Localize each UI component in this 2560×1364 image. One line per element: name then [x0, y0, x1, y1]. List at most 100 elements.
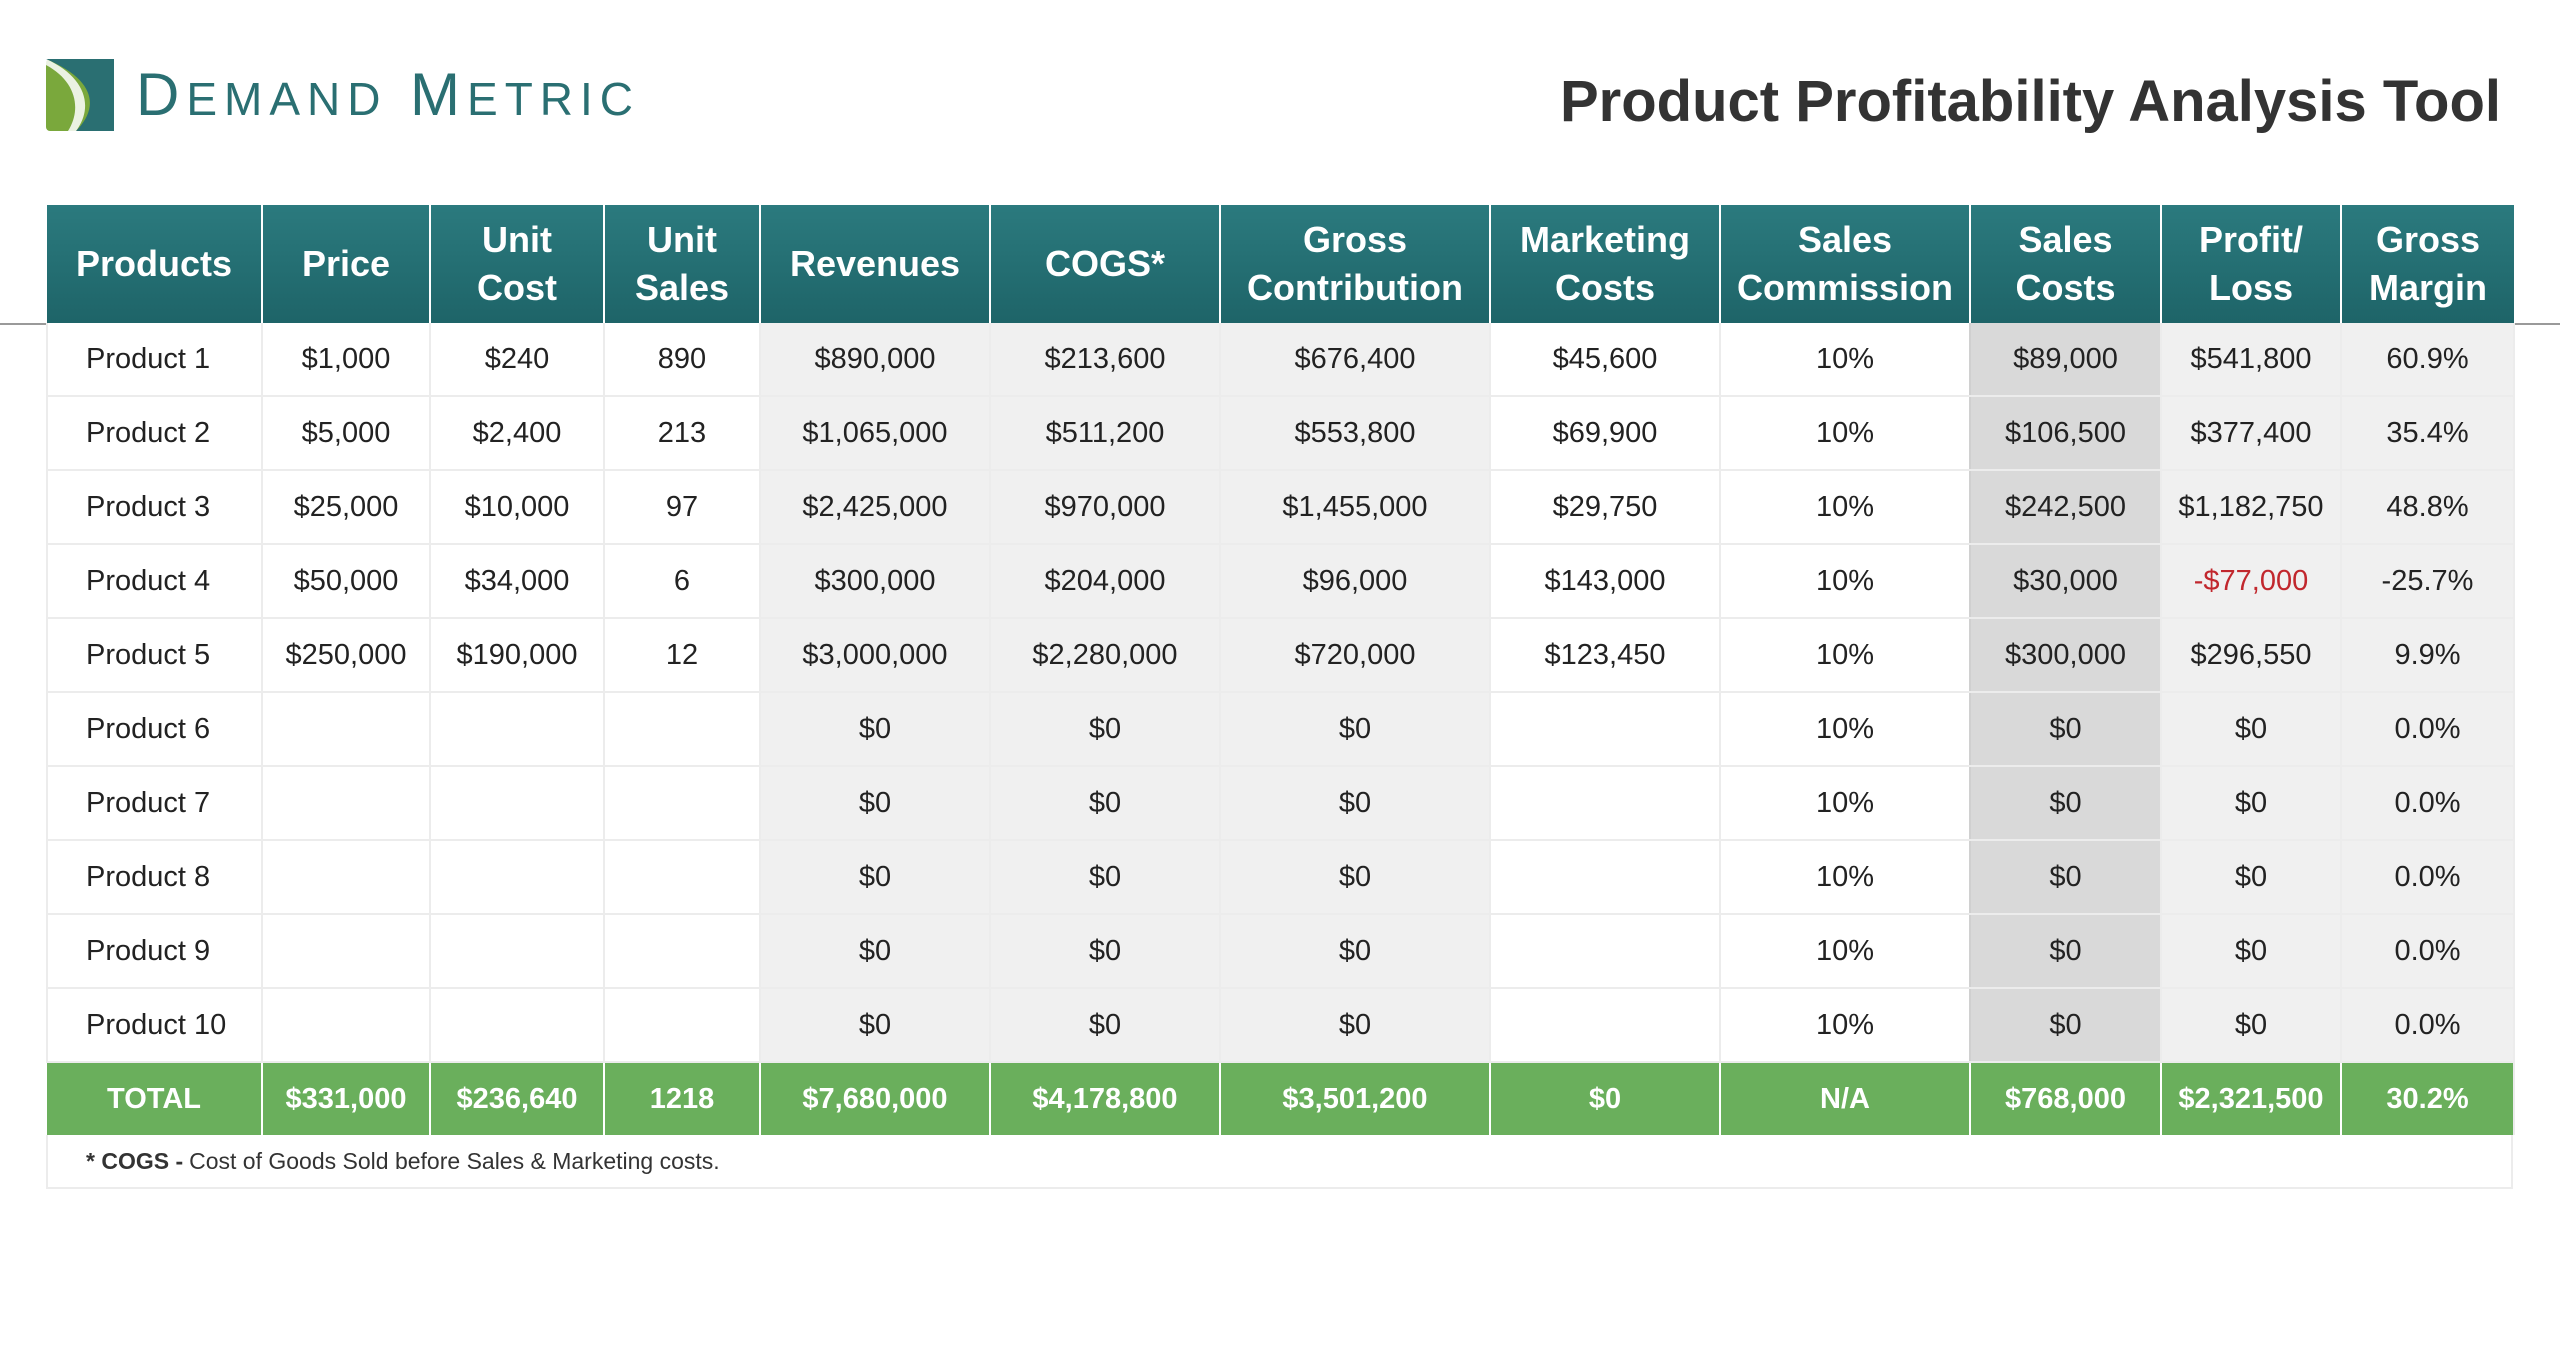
cell-revenues[interactable]: $2,425,000: [759, 470, 990, 545]
cell-sales-commission[interactable]: 10%: [1719, 988, 1970, 1063]
cell-revenues[interactable]: $3,000,000: [759, 618, 990, 693]
cell-cogs[interactable]: $0: [989, 914, 1220, 989]
cell-unit-sales[interactable]: 97: [603, 470, 760, 545]
cell-revenues[interactable]: $1,065,000: [759, 396, 990, 471]
cell-sales-commission[interactable]: 10%: [1719, 544, 1970, 619]
cell-gross-margin[interactable]: 60.9%: [2340, 323, 2515, 397]
cell-unit-sales[interactable]: 213: [603, 396, 760, 471]
cell-cogs[interactable]: $204,000: [989, 544, 1220, 619]
cell-sales-costs[interactable]: $106,500: [1969, 396, 2161, 471]
cell-sales-costs[interactable]: $89,000: [1969, 323, 2161, 397]
cell-gross-margin[interactable]: 0.0%: [2340, 766, 2515, 841]
cell-cogs[interactable]: $0: [989, 840, 1220, 915]
cell-unit-sales[interactable]: 890: [603, 323, 760, 397]
cell-sales-costs[interactable]: $0: [1969, 766, 2161, 841]
cell-profit-loss[interactable]: $0: [2160, 840, 2341, 915]
cell-sales-costs[interactable]: $300,000: [1969, 618, 2161, 693]
cell-sales-commission[interactable]: 10%: [1719, 766, 1970, 841]
cell-price[interactable]: [261, 988, 430, 1063]
cell-revenues[interactable]: $0: [759, 840, 990, 915]
cell-cogs[interactable]: $0: [989, 988, 1220, 1063]
cell-marketing-costs[interactable]: [1489, 914, 1720, 989]
cell-gross-margin[interactable]: 35.4%: [2340, 396, 2515, 471]
cell-marketing-costs[interactable]: $45,600: [1489, 323, 1720, 397]
cell-sales-commission[interactable]: 10%: [1719, 396, 1970, 471]
cell-price[interactable]: $1,000: [261, 323, 430, 397]
cell-gross-contribution[interactable]: $0: [1219, 692, 1490, 767]
cell-cogs[interactable]: $0: [989, 766, 1220, 841]
cell-gross-contribution[interactable]: $0: [1219, 988, 1490, 1063]
cell-price[interactable]: $25,000: [261, 470, 430, 545]
cell-unit-cost[interactable]: $240: [429, 323, 604, 397]
cell-revenues[interactable]: $0: [759, 988, 990, 1063]
cell-profit-loss[interactable]: $0: [2160, 988, 2341, 1063]
cell-unit-cost[interactable]: [429, 766, 604, 841]
cell-unit-sales[interactable]: [603, 692, 760, 767]
cell-unit-sales[interactable]: [603, 766, 760, 841]
cell-unit-cost[interactable]: $2,400: [429, 396, 604, 471]
cell-sales-costs[interactable]: $242,500: [1969, 470, 2161, 545]
cell-price[interactable]: $5,000: [261, 396, 430, 471]
cell-profit-loss[interactable]: $0: [2160, 692, 2341, 767]
cell-revenues[interactable]: $0: [759, 766, 990, 841]
cell-gross-contribution[interactable]: $1,455,000: [1219, 470, 1490, 545]
cell-profit-loss[interactable]: $1,182,750: [2160, 470, 2341, 545]
cell-cogs[interactable]: $970,000: [989, 470, 1220, 545]
cell-profit-loss[interactable]: $541,800: [2160, 323, 2341, 397]
cell-revenues[interactable]: $0: [759, 914, 990, 989]
cell-sales-commission[interactable]: 10%: [1719, 840, 1970, 915]
cell-unit-sales[interactable]: 6: [603, 544, 760, 619]
cell-sales-costs[interactable]: $0: [1969, 914, 2161, 989]
cell-unit-sales[interactable]: [603, 988, 760, 1063]
cell-cogs[interactable]: $511,200: [989, 396, 1220, 471]
cell-gross-contribution[interactable]: $0: [1219, 766, 1490, 841]
cell-price[interactable]: $50,000: [261, 544, 430, 619]
cell-profit-loss[interactable]: $377,400: [2160, 396, 2341, 471]
cell-marketing-costs[interactable]: [1489, 766, 1720, 841]
cell-marketing-costs[interactable]: $143,000: [1489, 544, 1720, 619]
cell-unit-sales[interactable]: [603, 914, 760, 989]
cell-unit-sales[interactable]: [603, 840, 760, 915]
cell-marketing-costs[interactable]: $123,450: [1489, 618, 1720, 693]
cell-price[interactable]: [261, 914, 430, 989]
cell-sales-commission[interactable]: 10%: [1719, 470, 1970, 545]
cell-marketing-costs[interactable]: [1489, 840, 1720, 915]
cell-profit-loss[interactable]: -$77,000: [2160, 544, 2341, 619]
cell-revenues[interactable]: $890,000: [759, 323, 990, 397]
cell-marketing-costs[interactable]: $69,900: [1489, 396, 1720, 471]
cell-gross-contribution[interactable]: $676,400: [1219, 323, 1490, 397]
cell-gross-contribution[interactable]: $96,000: [1219, 544, 1490, 619]
cell-revenues[interactable]: $300,000: [759, 544, 990, 619]
cell-gross-margin[interactable]: 0.0%: [2340, 988, 2515, 1063]
cell-cogs[interactable]: $0: [989, 692, 1220, 767]
cell-price[interactable]: $250,000: [261, 618, 430, 693]
cell-profit-loss[interactable]: $0: [2160, 914, 2341, 989]
cell-marketing-costs[interactable]: $29,750: [1489, 470, 1720, 545]
cell-sales-commission[interactable]: 10%: [1719, 914, 1970, 989]
cell-revenues[interactable]: $0: [759, 692, 990, 767]
cell-cogs[interactable]: $213,600: [989, 323, 1220, 397]
cell-gross-contribution[interactable]: $720,000: [1219, 618, 1490, 693]
cell-gross-contribution[interactable]: $0: [1219, 840, 1490, 915]
cell-unit-cost[interactable]: [429, 692, 604, 767]
cell-unit-cost[interactable]: $34,000: [429, 544, 604, 619]
cell-marketing-costs[interactable]: [1489, 988, 1720, 1063]
cell-unit-cost[interactable]: [429, 988, 604, 1063]
cell-gross-margin[interactable]: 9.9%: [2340, 618, 2515, 693]
cell-gross-margin[interactable]: 0.0%: [2340, 840, 2515, 915]
cell-sales-commission[interactable]: 10%: [1719, 618, 1970, 693]
cell-unit-cost[interactable]: $10,000: [429, 470, 604, 545]
cell-unit-cost[interactable]: [429, 914, 604, 989]
cell-gross-contribution[interactable]: $0: [1219, 914, 1490, 989]
cell-sales-costs[interactable]: $0: [1969, 692, 2161, 767]
cell-gross-margin[interactable]: 48.8%: [2340, 470, 2515, 545]
cell-price[interactable]: [261, 840, 430, 915]
cell-sales-commission[interactable]: 10%: [1719, 692, 1970, 767]
cell-gross-margin[interactable]: -25.7%: [2340, 544, 2515, 619]
cell-profit-loss[interactable]: $0: [2160, 766, 2341, 841]
cell-price[interactable]: [261, 692, 430, 767]
cell-sales-commission[interactable]: 10%: [1719, 323, 1970, 397]
cell-gross-contribution[interactable]: $553,800: [1219, 396, 1490, 471]
cell-sales-costs[interactable]: $0: [1969, 988, 2161, 1063]
cell-gross-margin[interactable]: 0.0%: [2340, 692, 2515, 767]
